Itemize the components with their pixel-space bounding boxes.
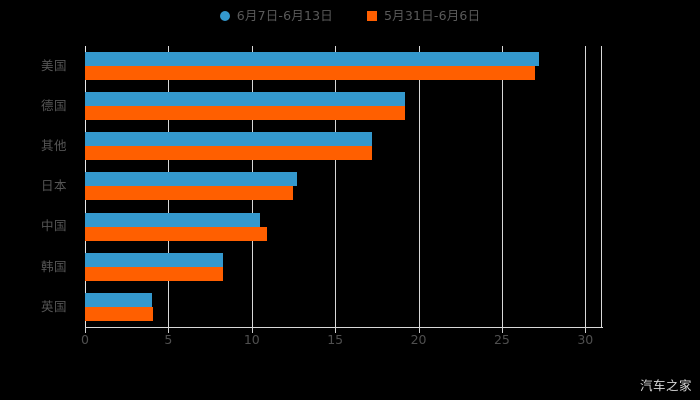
y-axis-label-4: 日本 (40, 178, 67, 194)
bar-row (85, 46, 602, 86)
bar-previous-week[interactable] (85, 266, 224, 281)
bar-previous-week[interactable] (85, 66, 536, 81)
y-axis-label-2: 德国 (40, 97, 67, 113)
x-tick-label-30: 30 (577, 332, 594, 347)
bar-current-week[interactable] (85, 212, 261, 227)
x-tick-mark-10 (251, 328, 253, 333)
bar-previous-week[interactable] (85, 186, 294, 201)
chart-legend: 6月7日-6月13日 5月31日-6月6日 (0, 8, 700, 23)
bar-current-week[interactable] (85, 252, 224, 267)
bar-row (85, 207, 602, 247)
y-axis-category-labels: 美国德国其他日本中国韩国英国 (0, 46, 76, 327)
legend-label: 6月7日-6月13日 (236, 8, 333, 23)
bar-previous-week[interactable] (85, 106, 406, 121)
x-tick-label-5: 5 (164, 332, 173, 347)
x-tick-mark-30 (585, 328, 587, 333)
x-axis-line (85, 327, 603, 328)
x-tick-mark-25 (501, 328, 503, 333)
legend-item-1[interactable]: 6月7日-6月13日 (219, 8, 333, 23)
x-tick-label-25: 25 (493, 332, 510, 347)
x-tick-label-15: 15 (327, 332, 344, 347)
bar-current-week[interactable] (85, 172, 297, 187)
legend-swatch-icon (367, 11, 377, 22)
watermark: 汽车之家 (639, 377, 692, 393)
bar-current-week[interactable] (85, 132, 372, 147)
legend-item-2[interactable]: 5月31日-6月6日 (367, 8, 481, 23)
bar-row (85, 86, 602, 126)
bar-row (85, 247, 602, 287)
bar-row (85, 126, 602, 166)
legend-label: 5月31日-6月6日 (384, 8, 481, 23)
y-axis-label-7: 英国 (40, 298, 67, 314)
gridline-25 (501, 46, 503, 327)
bar-previous-week[interactable] (85, 306, 154, 321)
y-axis-label-6: 韩国 (40, 258, 67, 274)
bar-current-week[interactable] (85, 92, 406, 107)
x-tick-mark-0 (85, 328, 86, 333)
y-axis-label-3: 其他 (40, 138, 67, 154)
gridline-right-edge (601, 46, 602, 327)
bar-row (85, 166, 602, 206)
bar-current-week[interactable] (85, 52, 539, 67)
bar-previous-week[interactable] (85, 226, 267, 241)
x-tick-label-0: 0 (81, 332, 89, 347)
bar-row (85, 287, 602, 327)
bar-previous-week[interactable] (85, 146, 372, 161)
x-axis-ticks: 0 5 10 15 20 25 30 (81, 328, 603, 348)
legend-swatch-icon (219, 11, 230, 22)
x-tick-mark-20 (418, 328, 420, 333)
gridline-15 (335, 46, 337, 327)
bar-current-week[interactable] (85, 292, 152, 307)
gridline-20 (418, 46, 420, 327)
gridline-30 (585, 46, 587, 327)
y-axis-label-5: 中国 (40, 218, 67, 234)
x-tick-label-20: 20 (410, 332, 427, 347)
x-tick-label-10: 10 (243, 332, 260, 347)
x-tick-mark-15 (335, 328, 337, 333)
bar-rows (85, 46, 602, 327)
x-tick-mark-5 (168, 328, 170, 333)
y-axis-label-1: 美国 (40, 57, 67, 73)
plot-area (85, 46, 602, 327)
